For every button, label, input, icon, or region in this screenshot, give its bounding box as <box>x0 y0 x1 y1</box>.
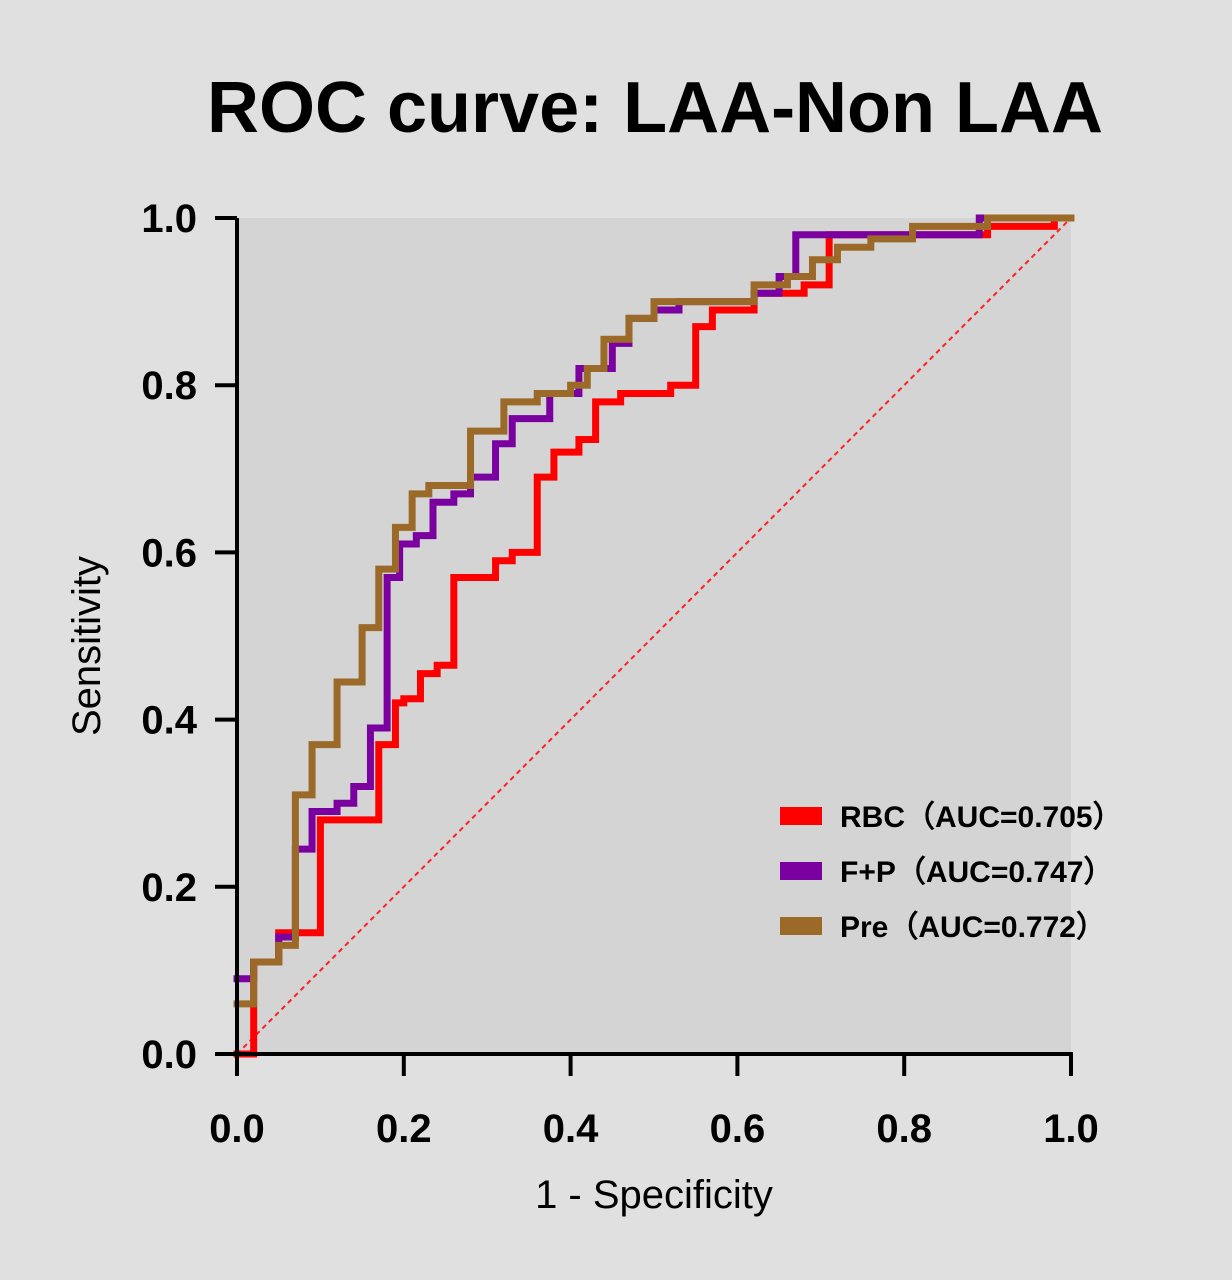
legend: RBC（AUC=0.705） F+P（AUC=0.747） Pre（AUC=0.77… <box>780 800 1123 944</box>
legend-label-1: F+P（AUC=0.747） <box>840 855 1113 889</box>
y-axis-label: Sensitivity <box>65 556 109 736</box>
axes-layer: 0.0 0.2 0.4 0.6 0.8 1.0 0.0 0.2 0.4 0.6 0.8 1.0 <box>141 197 1098 1151</box>
legend-label-0: RBC（AUC=0.705） <box>840 800 1123 834</box>
legend-swatch-2 <box>780 917 822 935</box>
x-tick-label: 0.8 <box>876 1107 932 1151</box>
x-tick-label: 1.0 <box>1043 1107 1099 1151</box>
reference-layer <box>236 217 1072 1055</box>
legend-swatch-0 <box>780 807 822 825</box>
legend-label-2: Pre（AUC=0.772） <box>840 910 1106 944</box>
y-tick-label: 0.2 <box>141 866 197 910</box>
series-layer <box>233 214 1075 1058</box>
reference-line <box>236 217 1072 1055</box>
series-line-2 <box>233 214 1075 1008</box>
y-tick-label: 1.0 <box>141 197 197 241</box>
y-tick-label: 0.8 <box>141 364 197 408</box>
x-axis-label: 1 - Specificity <box>535 1173 773 1217</box>
series-line-0 <box>233 214 1075 1058</box>
x-tick-label: 0.0 <box>209 1107 265 1151</box>
y-tick-label: 0.4 <box>141 699 197 743</box>
legend-swatch-1 <box>780 862 822 880</box>
y-tick-label: 0.6 <box>141 531 197 575</box>
x-tick-label: 0.6 <box>710 1107 766 1151</box>
chart-title: ROC curve: LAA-Non LAA <box>207 68 1103 148</box>
x-tick-label: 0.2 <box>376 1107 432 1151</box>
y-tick-label: 0.0 <box>141 1033 197 1077</box>
x-tick-label: 0.4 <box>543 1107 599 1151</box>
